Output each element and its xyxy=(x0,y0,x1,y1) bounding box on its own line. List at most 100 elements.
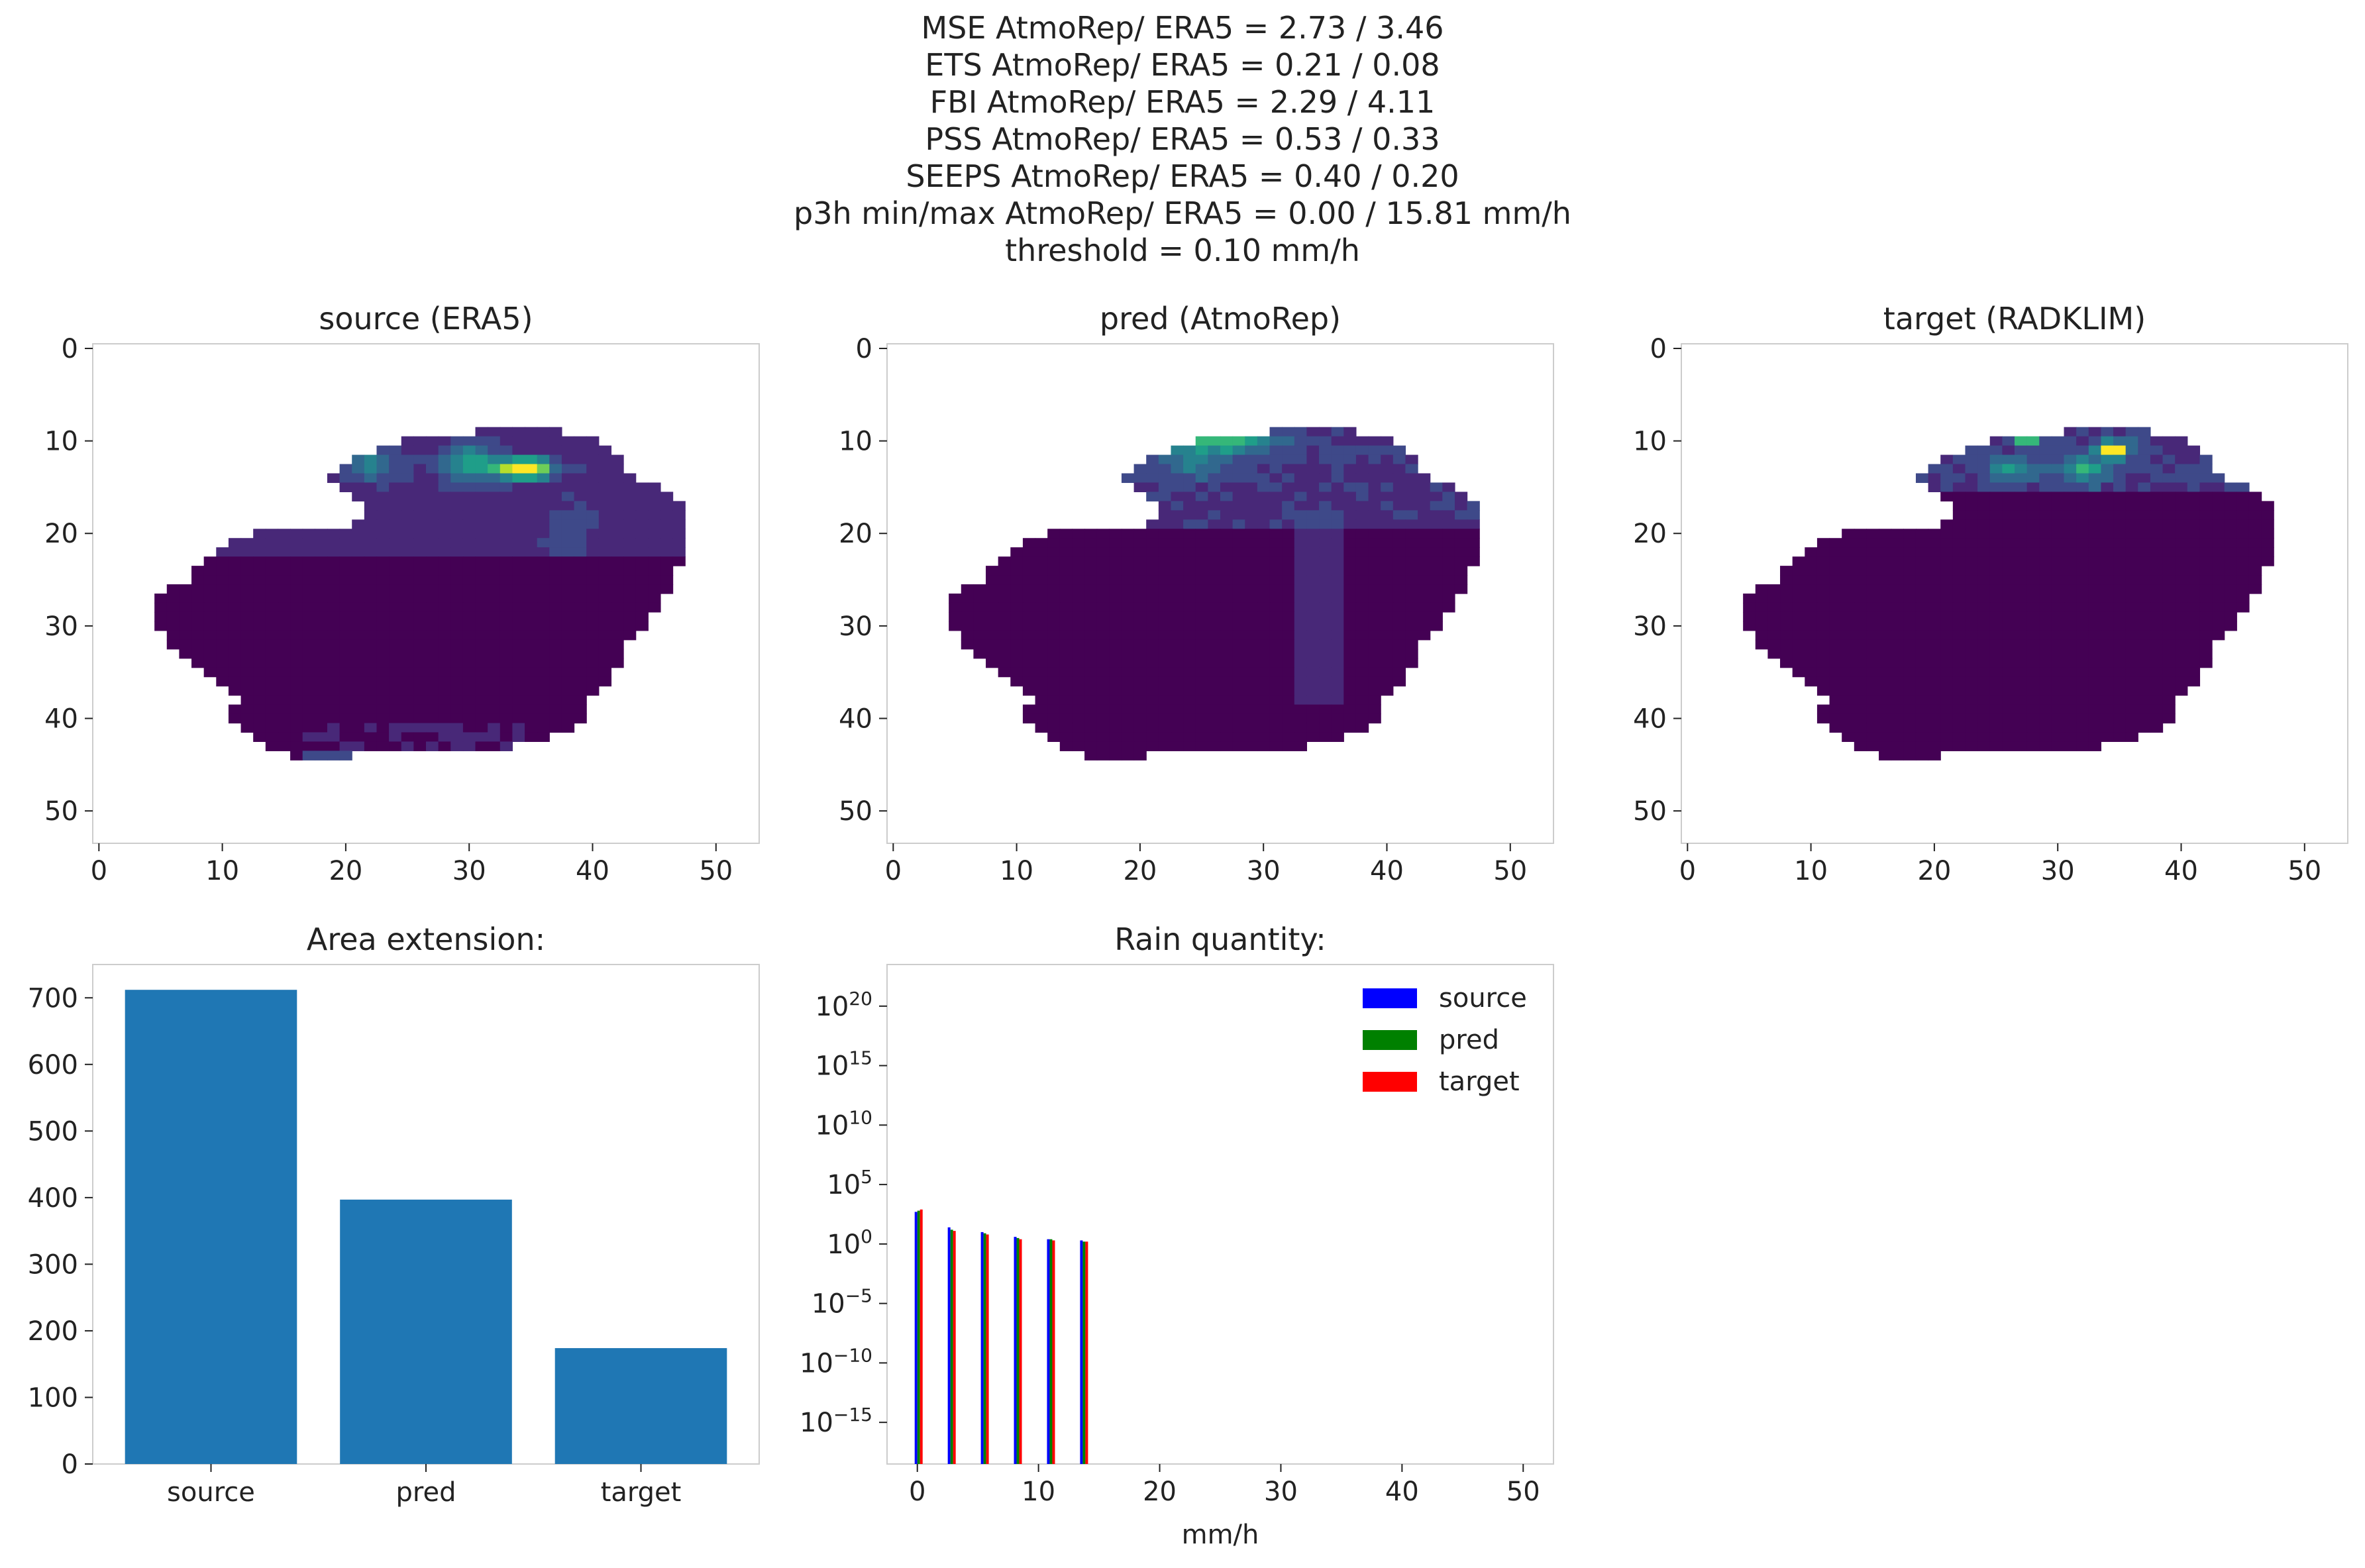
map-cell xyxy=(1245,667,1258,678)
map-cell xyxy=(253,686,266,696)
map-cell xyxy=(499,575,513,585)
map-cell xyxy=(253,538,266,548)
map-cell xyxy=(1780,639,1793,650)
map-cell xyxy=(1977,454,1991,465)
map-cell xyxy=(2187,584,2201,594)
map-cell xyxy=(2125,427,2138,437)
map-cell xyxy=(2101,454,2114,465)
map-cell xyxy=(2039,723,2052,733)
map-cell xyxy=(1915,556,1929,566)
map-cell xyxy=(1158,741,1172,751)
map-cell xyxy=(2248,529,2262,539)
map-cell xyxy=(1121,732,1135,742)
map-cell xyxy=(1343,566,1357,576)
map-cell xyxy=(1805,584,1818,594)
map-cell xyxy=(1022,713,1036,724)
map-cell xyxy=(1306,676,1320,687)
map-cell xyxy=(203,621,217,631)
map-cell xyxy=(1952,732,1966,742)
map-cell xyxy=(2138,649,2151,659)
map-cell xyxy=(1245,464,1258,474)
map-cell xyxy=(1829,630,1842,641)
map-cell xyxy=(1805,602,1818,613)
map-cell xyxy=(1195,695,1208,706)
map-cell xyxy=(253,575,266,585)
map-cell xyxy=(389,464,402,474)
map-cell xyxy=(1096,529,1110,539)
map-cell xyxy=(1306,510,1320,520)
map-cell xyxy=(327,621,341,631)
map-cell xyxy=(1355,658,1369,668)
map-cell xyxy=(537,529,550,539)
map-cell xyxy=(1381,686,1394,696)
map-cell xyxy=(327,741,341,751)
map-cell xyxy=(2125,611,2138,622)
map-cell xyxy=(2113,482,2127,492)
map-cell xyxy=(1442,482,1455,492)
map-cell xyxy=(1269,741,1283,751)
map-cell xyxy=(1965,723,1978,733)
map-title: target (RADKLIM) xyxy=(1883,301,2146,337)
map-cell xyxy=(499,454,513,465)
map-cell xyxy=(1047,649,1061,659)
map-cell xyxy=(586,492,600,501)
map-cell xyxy=(1319,723,1332,733)
map-cell xyxy=(1306,473,1320,484)
map-cell xyxy=(2224,575,2237,585)
map-cell xyxy=(1903,732,1917,742)
map-cell xyxy=(1767,630,1781,641)
map-cell xyxy=(1319,686,1332,696)
map-cell xyxy=(2236,519,2250,529)
map-cell xyxy=(339,538,352,548)
map-cell xyxy=(549,649,562,659)
map-cell xyxy=(1146,575,1159,585)
map-cell xyxy=(1121,639,1135,650)
y-tick-label: 1010 xyxy=(815,1106,872,1141)
map-cell xyxy=(389,594,402,603)
map-cell xyxy=(253,658,266,668)
map-cell xyxy=(2076,473,2089,484)
map-cell xyxy=(635,584,649,594)
map-cell xyxy=(1965,501,1978,511)
map-cell xyxy=(2101,556,2114,566)
map-cell xyxy=(1393,473,1406,484)
map-cell xyxy=(413,741,427,751)
map-cell xyxy=(1393,519,1406,529)
map-cell xyxy=(1405,547,1418,557)
map-cell xyxy=(2088,621,2102,631)
map-cell xyxy=(488,723,501,733)
map-cell xyxy=(2088,686,2102,696)
map-cell xyxy=(1306,464,1320,474)
map-cell xyxy=(352,695,365,706)
map-cell xyxy=(290,602,303,613)
map-cell xyxy=(1220,611,1234,622)
map-cell xyxy=(1072,630,1085,641)
map-cell xyxy=(1343,602,1357,613)
map-cell xyxy=(2162,667,2176,678)
map-cell xyxy=(315,621,328,631)
map-cell xyxy=(1743,602,1756,613)
map-cell xyxy=(1208,630,1221,641)
map-cell xyxy=(1121,473,1135,484)
map-cell xyxy=(1096,667,1110,678)
map-cell xyxy=(2150,566,2164,576)
map-cell xyxy=(1805,611,1818,622)
map-cell xyxy=(1010,566,1024,576)
map-cell xyxy=(1816,584,1830,594)
map-cell xyxy=(549,566,562,576)
map-cell xyxy=(660,501,674,511)
map-cell xyxy=(1368,695,1381,706)
map-cell xyxy=(376,602,390,613)
map-cell xyxy=(1405,566,1418,576)
map-cell xyxy=(1047,611,1061,622)
map-cell xyxy=(339,676,352,687)
map-cell xyxy=(1393,584,1406,594)
map-cell xyxy=(401,741,414,751)
map-cell xyxy=(2015,667,2028,678)
map-cell xyxy=(537,686,550,696)
map-cell xyxy=(1084,538,1098,548)
map-cell xyxy=(426,519,439,529)
map-cell xyxy=(2051,621,2065,631)
map-cell xyxy=(998,575,1011,585)
map-cell xyxy=(2076,667,2089,678)
